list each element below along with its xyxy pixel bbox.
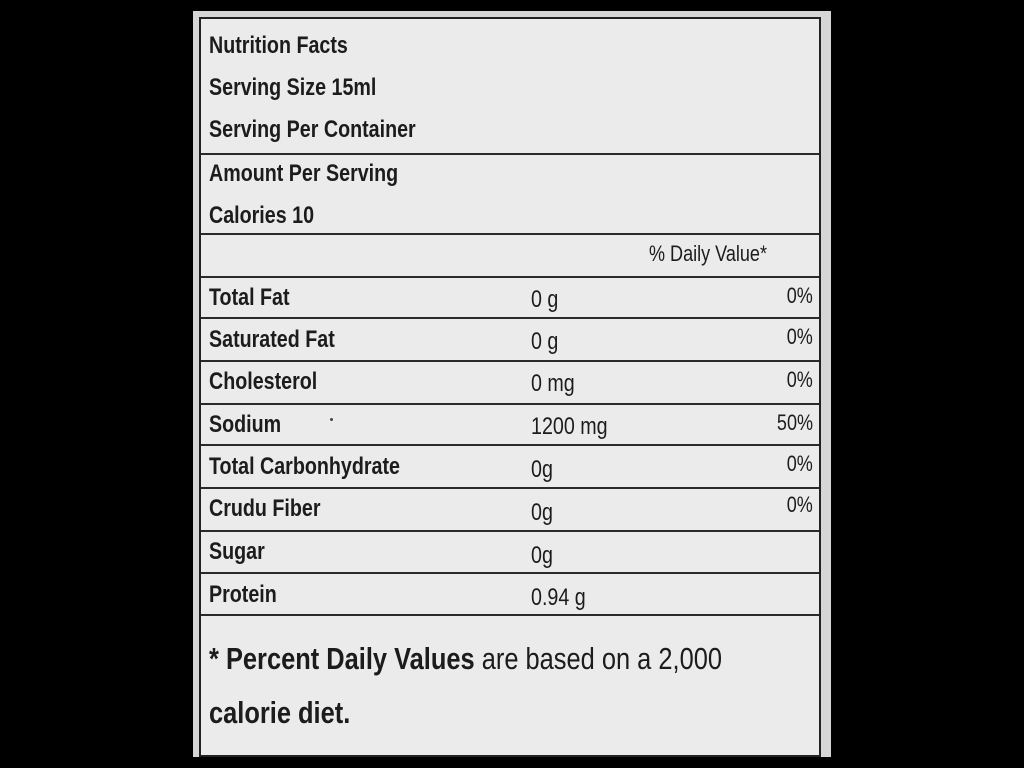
- amount-per-serving: Amount Per Serving: [209, 160, 399, 187]
- calories: Calories 10: [209, 202, 315, 229]
- nutrient-name: Sugar: [209, 538, 265, 565]
- nutrition-panel: Nutrition Facts Serving Size 15ml Servin…: [199, 17, 821, 757]
- label-title: Nutrition Facts: [209, 32, 348, 59]
- daily-value-heading: % Daily Value*: [649, 241, 767, 266]
- nutrient-name: Crudu Fiber: [209, 495, 321, 522]
- nutrient-daily-value: 0%: [786, 451, 813, 476]
- nutrient-name: Sodium: [209, 411, 282, 438]
- speck: [330, 418, 333, 421]
- divider: [201, 403, 819, 405]
- serving-size: Serving Size 15ml: [209, 74, 377, 101]
- nutrient-name: Total Fat: [209, 284, 290, 311]
- nutrient-amount: 0g: [531, 499, 553, 526]
- footnote-emphasis: * Percent Daily Values: [209, 641, 475, 676]
- nutrient-amount: 0g: [531, 542, 553, 569]
- divider: [201, 233, 819, 235]
- nutrient-amount: 1200 mg: [531, 413, 608, 440]
- nutrient-name: Total Carbonhydrate: [209, 453, 400, 480]
- footnote-line-2: calorie diet.: [209, 695, 351, 730]
- nutrient-name: Protein: [209, 581, 277, 608]
- nutrient-daily-value: 0%: [786, 492, 813, 517]
- divider: [201, 444, 819, 446]
- nutrient-name: Saturated Fat: [209, 326, 335, 353]
- footnote-text: are based on a 2,000: [474, 641, 722, 676]
- nutrient-amount: 0.94 g: [531, 584, 586, 611]
- footnote-line-1: * Percent Daily Values are based on a 2,…: [209, 637, 722, 681]
- divider: [201, 317, 819, 319]
- divider: [201, 530, 819, 532]
- nutrient-amount: 0 mg: [531, 370, 575, 397]
- divider: [201, 487, 819, 489]
- nutrient-amount: 0 g: [531, 328, 559, 355]
- nutrient-daily-value: 0%: [786, 367, 813, 392]
- nutrient-daily-value: 0%: [786, 283, 813, 308]
- nutrient-amount: 0g: [531, 456, 553, 483]
- divider: [201, 276, 819, 278]
- divider: [201, 614, 819, 616]
- nutrient-amount: 0 g: [531, 286, 559, 313]
- servings-per-container: Serving Per Container: [209, 116, 416, 143]
- divider: [201, 360, 819, 362]
- nutrient-daily-value: 0%: [786, 324, 813, 349]
- divider: [201, 572, 819, 574]
- divider: [201, 153, 819, 155]
- nutrient-daily-value: 50%: [776, 410, 813, 435]
- nutrition-label: Nutrition Facts Serving Size 15ml Servin…: [193, 11, 831, 757]
- nutrient-name: Cholesterol: [209, 368, 318, 395]
